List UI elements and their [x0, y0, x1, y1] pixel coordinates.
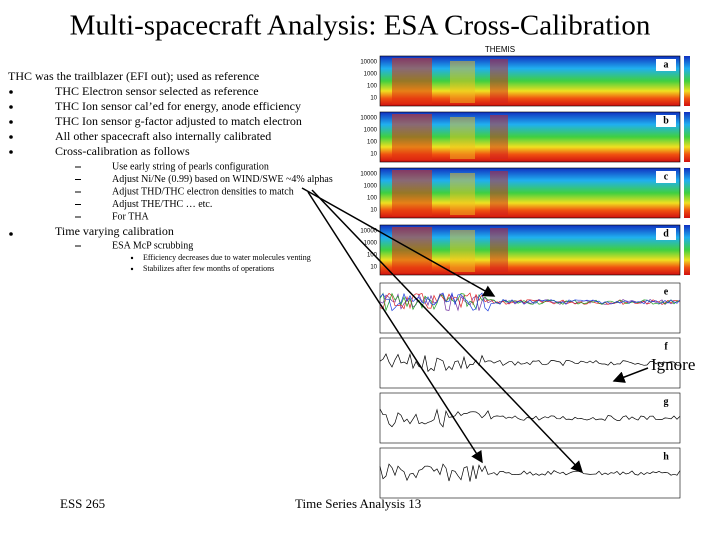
panel-letter: g — [664, 396, 669, 407]
tick-label: 10 — [370, 152, 377, 158]
figure-title: THEMIS — [485, 45, 515, 54]
tick-label: 10000 — [360, 60, 377, 66]
figure: THEMIS 10000 1000 100 10 a 10000 1000 100 10 b 1000… — [315, 45, 710, 535]
panel-letter-box — [656, 115, 676, 127]
tick-label: 100 — [367, 84, 378, 90]
panel-letter: b — [663, 115, 669, 126]
footer-left: ESS 265 — [60, 496, 105, 511]
tick-label: 10 — [370, 265, 377, 271]
arrow — [612, 367, 649, 383]
annotation: Ignore — [651, 355, 695, 374]
panel-letter: a — [664, 59, 669, 70]
panel-letter-box — [656, 341, 676, 353]
tick-label: 10000 — [360, 172, 377, 178]
bullet-marker — [130, 256, 134, 260]
slide-content: THC was the trailblazer (EFI out); used … — [8, 69, 333, 273]
spectrogram-burst — [450, 117, 475, 159]
tick-label: 10 — [370, 208, 377, 214]
panel-letter: c — [664, 171, 669, 182]
spectrogram-burst — [450, 230, 475, 272]
spectrogram-burst — [490, 171, 508, 215]
bullet-marker — [9, 232, 13, 236]
panel-letter: e — [664, 286, 669, 297]
bullet-marker — [130, 267, 134, 271]
sub-item-text: Use early string of pearls configuration — [112, 161, 269, 172]
slide-title: Multi-spacecraft Analysis: ESA Cross-Cal… — [70, 10, 651, 42]
footer-center: Time Series Analysis 13 — [295, 496, 421, 511]
spectrogram-burst — [490, 59, 508, 103]
panel-letter-box — [656, 59, 676, 71]
tick-label: 10 — [370, 96, 377, 102]
bullet-text: Time varying calibration — [55, 224, 174, 238]
bullet-text: THC Ion sensor g-factor adjusted to matc… — [55, 114, 302, 128]
bullet-text: Cross-calibration as follows — [55, 144, 190, 158]
tick-label: 100 — [367, 253, 378, 259]
sub-item-text: Adjust Ni/Ne (0.99) based on WIND/SWE ~4… — [112, 174, 333, 185]
bullet-text: THC Ion sensor cal’ed for energy, anode … — [55, 99, 301, 113]
spectrogram-burst — [450, 173, 475, 215]
bullet-text: All other spacecraft also internally cal… — [55, 129, 271, 143]
colorbar — [684, 56, 690, 106]
colorbar — [684, 168, 690, 218]
panel-letter-box — [656, 451, 676, 463]
line-trace — [379, 293, 681, 312]
bullet-marker — [9, 105, 13, 109]
spectrogram-burst — [450, 61, 475, 103]
intro-text: THC was the trailblazer (EFI out); used … — [8, 69, 259, 83]
spectrogram-burst — [392, 114, 432, 160]
panel-letter: d — [663, 228, 669, 239]
colorbar — [684, 225, 690, 275]
panel-letter-box — [656, 286, 676, 298]
bullet-marker — [9, 90, 13, 94]
line-trace — [379, 291, 681, 312]
tick-label: 1000 — [364, 128, 378, 134]
tick-label: 1000 — [364, 72, 378, 78]
tick-label: 1000 — [364, 241, 378, 247]
bullet-marker — [9, 135, 13, 139]
sub-sub-item-text: Efficiency decreases due to water molecu… — [143, 253, 311, 262]
bullet-text: THC Electron sensor selected as referenc… — [55, 84, 259, 98]
sub-sub-item-text: Stabilizes after few months of operation… — [143, 264, 274, 273]
bullet-marker — [9, 120, 13, 124]
tick-label: 1000 — [364, 184, 378, 190]
tick-label: 100 — [367, 196, 378, 202]
arrows — [301, 187, 584, 474]
panel-frame — [379, 337, 681, 389]
tick-label: 100 — [367, 140, 378, 146]
panel-letter-box — [656, 228, 676, 240]
line-trace — [379, 463, 681, 482]
spectrogram-burst — [490, 228, 508, 272]
spectrogram-burst — [490, 115, 508, 159]
panel-letter: h — [663, 451, 669, 462]
line-trace — [379, 352, 681, 373]
sub-item-text: For THA — [112, 211, 150, 222]
colorbar — [684, 112, 690, 162]
panel-letter-box — [656, 396, 676, 408]
sub-item-text: Adjust THD/THC electron densities to mat… — [112, 186, 294, 197]
tick-label: 10000 — [360, 229, 377, 235]
sub-item-text: ESA McP scrubbing — [112, 240, 193, 251]
spectrogram-burst — [392, 58, 432, 104]
bullet-marker — [9, 150, 13, 154]
panel-letter: f — [664, 341, 668, 352]
spectrogram-burst — [392, 170, 432, 216]
panel-letter-box — [656, 171, 676, 183]
panel-frame — [379, 447, 681, 499]
sub-item-text: Adjust THE/THC … etc. — [112, 199, 212, 210]
tick-label: 10000 — [360, 116, 377, 122]
